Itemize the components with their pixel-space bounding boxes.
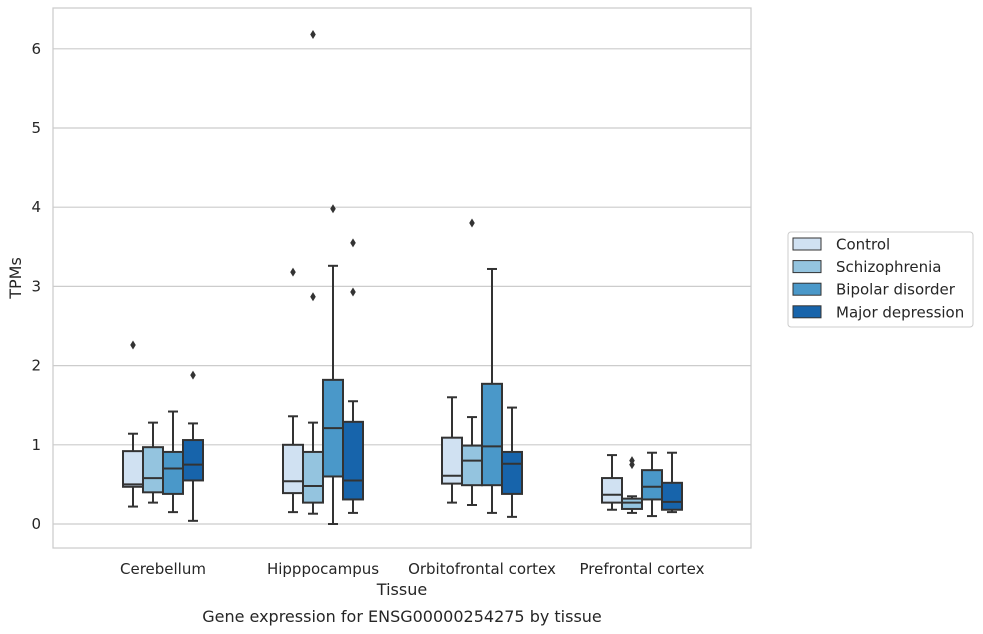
- box-iqr: [601, 477, 623, 504]
- y-tick-label: 3: [31, 277, 41, 295]
- box-iqr: [501, 450, 523, 495]
- outlier-point: [469, 218, 475, 228]
- outlier-point: [310, 292, 316, 302]
- box-groups: [122, 30, 683, 525]
- box-bipolar-disorder: [322, 204, 344, 525]
- box-major-depression: [342, 238, 364, 514]
- box-schizophrenia: [142, 421, 164, 504]
- box-iqr: [621, 497, 643, 510]
- legend-swatch: [792, 305, 822, 319]
- box-iqr: [342, 420, 364, 501]
- y-tick-label: 6: [31, 40, 41, 58]
- outlier-point: [310, 30, 316, 40]
- box-iqr: [481, 382, 503, 487]
- outlier-point: [629, 456, 635, 466]
- y-tick-label: 5: [31, 119, 41, 137]
- x-axis-ticks: Cerebellum Hipppocampus Orbitofrontal cort…: [120, 560, 705, 578]
- box-bipolar-disorder: [481, 267, 503, 514]
- box-iqr: [302, 450, 324, 504]
- y-tick-label: 4: [31, 198, 41, 216]
- box-iqr: [142, 446, 164, 494]
- y-tick-label: 1: [31, 436, 41, 454]
- figure-caption: Gene expression for ENSG00000254275 by t…: [202, 607, 602, 626]
- x-tick-label: Prefrontal cortex: [580, 560, 705, 578]
- box-control: [282, 267, 304, 514]
- legend-swatch: [792, 237, 822, 251]
- box-control: [122, 340, 144, 508]
- box-schizophrenia: [461, 218, 483, 506]
- x-tick-label: Orbitofrontal cortex: [408, 560, 556, 578]
- legend-label: Bipolar disorder: [836, 281, 956, 299]
- box-bipolar-disorder: [162, 410, 184, 514]
- legend-label: Major depression: [836, 303, 964, 321]
- outlier-point: [130, 340, 136, 350]
- box-major-depression: [182, 370, 204, 522]
- legend: Control Schizophrenia Bipolar disorder Majo…: [787, 231, 974, 328]
- box-bipolar-disorder: [641, 451, 663, 518]
- legend-swatch: [792, 282, 822, 296]
- box-iqr: [162, 450, 184, 495]
- legend-label: Schizophrenia: [836, 258, 941, 276]
- box-control: [601, 454, 623, 511]
- box-iqr: [122, 450, 144, 488]
- outlier-point: [290, 267, 296, 277]
- outlier-point: [190, 370, 196, 380]
- x-axis-label: Tissue: [376, 580, 427, 599]
- box-schizophrenia: [302, 30, 324, 515]
- box-iqr: [282, 443, 304, 495]
- y-tick-label: 2: [31, 357, 41, 375]
- legend-label: Control: [836, 236, 890, 254]
- y-axis-ticks: 0 1 2 3 4 5 6: [31, 40, 41, 533]
- legend-frame: [787, 231, 974, 328]
- outlier-point: [350, 238, 356, 248]
- gridlines: [53, 48, 751, 525]
- outlier-point: [350, 287, 356, 297]
- y-tick-label: 0: [31, 515, 41, 533]
- box-iqr: [182, 439, 204, 482]
- box-major-depression: [661, 451, 683, 514]
- x-tick-label: Cerebellum: [120, 560, 206, 578]
- y-axis-label: TPMs: [6, 257, 25, 300]
- box-major-depression: [501, 406, 523, 518]
- box-iqr: [441, 436, 463, 485]
- box-iqr: [461, 444, 483, 487]
- box-iqr: [661, 481, 683, 511]
- plot-area: [52, 7, 752, 549]
- box-schizophrenia: [621, 456, 643, 514]
- box-iqr: [641, 469, 663, 501]
- legend-swatch: [792, 260, 822, 274]
- outlier-point: [330, 204, 336, 214]
- box-control: [441, 396, 463, 504]
- x-tick-label: Hipppocampus: [267, 560, 379, 578]
